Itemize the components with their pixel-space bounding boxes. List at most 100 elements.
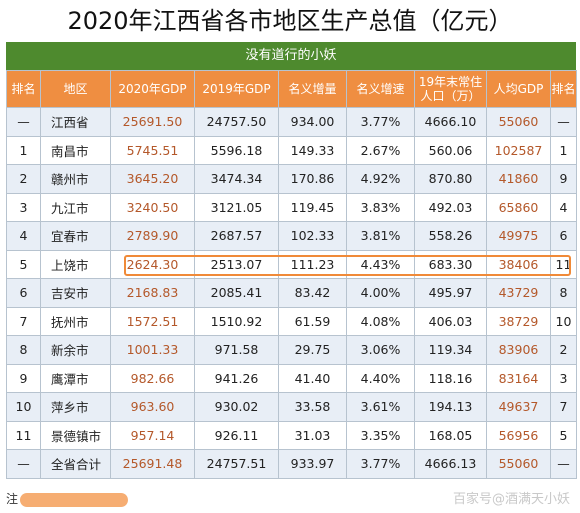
- cell-gdp-2019: 2513.07: [194, 249, 279, 279]
- cell-rank: 4: [6, 221, 41, 251]
- header-gdp-2019: 2019年GDP: [194, 70, 279, 108]
- cell-rank: 7: [6, 306, 41, 336]
- cell-per-capita-gdp: 55060: [486, 107, 551, 137]
- cell-gdp-2020: 2168.83: [110, 278, 195, 308]
- cell-rank: 10: [6, 392, 41, 422]
- cell-per-capita-gdp: 83906: [486, 335, 551, 365]
- cell-population: 4666.13: [414, 449, 487, 479]
- cell-nominal-increase: 934.00: [278, 107, 347, 137]
- cell-nominal-increase: 111.23: [278, 249, 347, 279]
- cell-gdp-2019: 24757.51: [194, 449, 279, 479]
- table-row: 4 宜春市 2789.90 2687.57 102.33 3.81% 558.26 49975…: [6, 221, 577, 251]
- cell-region: 上饶市: [40, 249, 111, 279]
- cell-population: 683.30: [414, 249, 487, 279]
- cell-population: 560.06: [414, 135, 487, 165]
- cell-per-capita-gdp: 49637: [486, 392, 551, 422]
- cell-gdp-2019: 930.02: [194, 392, 279, 422]
- table-row: 11 景德镇市 957.14 926.11 31.03 3.35% 168.05 56956 5: [6, 420, 577, 450]
- cell-nominal-growth: 4.92%: [346, 164, 415, 194]
- redaction-mark: [20, 493, 128, 507]
- cell-gdp-2020: 957.14: [110, 420, 195, 450]
- cell-per-capita-rank: 8: [550, 278, 577, 308]
- table-row: 5 上饶市 2624.30 2513.07 111.23 4.43% 683.30 38406…: [6, 249, 577, 279]
- cell-rank: 2: [6, 164, 41, 194]
- cell-nominal-growth: 3.83%: [346, 192, 415, 222]
- cell-per-capita-gdp: 41860: [486, 164, 551, 194]
- cell-per-capita-gdp: 55060: [486, 449, 551, 479]
- header-region: 地区: [40, 70, 111, 108]
- cell-nominal-growth: 2.67%: [346, 135, 415, 165]
- cell-rank: —: [6, 107, 41, 137]
- cell-population: 118.16: [414, 363, 487, 393]
- cell-rank: —: [6, 449, 41, 479]
- table-row: — 江西省 25691.50 24757.50 934.00 3.77% 4666.10 55…: [6, 107, 577, 137]
- cell-region: 吉安市: [40, 278, 111, 308]
- cell-nominal-increase: 83.42: [278, 278, 347, 308]
- cell-per-capita-rank: 3: [550, 363, 577, 393]
- cell-gdp-2019: 971.58: [194, 335, 279, 365]
- cell-gdp-2019: 941.26: [194, 363, 279, 393]
- cell-gdp-2020: 1001.33: [110, 335, 195, 365]
- cell-per-capita-gdp: 38406: [486, 249, 551, 279]
- cell-rank: 5: [6, 249, 41, 279]
- cell-gdp-2019: 1510.92: [194, 306, 279, 336]
- cell-gdp-2020: 25691.50: [110, 107, 195, 137]
- cell-per-capita-gdp: 83164: [486, 363, 551, 393]
- cell-nominal-growth: 3.81%: [346, 221, 415, 251]
- watermark: 百家号@酒满天小妖: [452, 492, 570, 507]
- table-row: 2 赣州市 3645.20 3474.34 170.86 4.92% 870.80 41860…: [6, 164, 577, 194]
- cell-population: 194.13: [414, 392, 487, 422]
- cell-nominal-increase: 170.86: [278, 164, 347, 194]
- cell-population: 406.03: [414, 306, 487, 336]
- cell-gdp-2019: 5596.18: [194, 135, 279, 165]
- cell-rank: 9: [6, 363, 41, 393]
- header-nominal-growth: 名义增速: [346, 70, 415, 108]
- header-rank: 排名: [6, 70, 41, 108]
- cell-per-capita-gdp: 49975: [486, 221, 551, 251]
- table-row: 8 新余市 1001.33 971.58 29.75 3.06% 119.34 83906 2: [6, 335, 577, 365]
- cell-gdp-2019: 926.11: [194, 420, 279, 450]
- cell-per-capita-gdp: 43729: [486, 278, 551, 308]
- cell-region: 九江市: [40, 192, 111, 222]
- cell-per-capita-rank: 5: [550, 420, 577, 450]
- cell-gdp-2020: 2789.90: [110, 221, 195, 251]
- cell-nominal-increase: 61.59: [278, 306, 347, 336]
- cell-gdp-2019: 3474.34: [194, 164, 279, 194]
- cell-region: 宜春市: [40, 221, 111, 251]
- cell-gdp-2020: 963.60: [110, 392, 195, 422]
- header-per-capita-rank: 排名: [550, 70, 577, 108]
- cell-nominal-increase: 29.75: [278, 335, 347, 365]
- table-header-row: 排名 地区 2020年GDP 2019年GDP 名义增量 名义增速 19年末常住…: [6, 70, 577, 108]
- table-row: — 全省合计 25691.48 24757.51 933.97 3.77% 4666.13 5…: [6, 449, 577, 479]
- page-title: 2020年江西省各市地区生产总值（亿元）: [67, 7, 513, 35]
- cell-region: 赣州市: [40, 164, 111, 194]
- cell-nominal-increase: 31.03: [278, 420, 347, 450]
- cell-region: 鹰潭市: [40, 363, 111, 393]
- cell-per-capita-rank: 4: [550, 192, 577, 222]
- cell-per-capita-gdp: 38729: [486, 306, 551, 336]
- cell-gdp-2019: 2687.57: [194, 221, 279, 251]
- cell-nominal-increase: 33.58: [278, 392, 347, 422]
- table-row: 3 九江市 3240.50 3121.05 119.45 3.83% 492.03 65860…: [6, 192, 577, 222]
- cell-population: 4666.10: [414, 107, 487, 137]
- table-row: 1 南昌市 5745.51 5596.18 149.33 2.67% 560.06 10258…: [6, 135, 577, 165]
- cell-gdp-2019: 24757.50: [194, 107, 279, 137]
- table-row: 9 鹰潭市 982.66 941.26 41.40 4.40% 118.16 83164 3: [6, 363, 577, 393]
- cell-nominal-increase: 119.45: [278, 192, 347, 222]
- cell-population: 558.26: [414, 221, 487, 251]
- cell-nominal-growth: 3.61%: [346, 392, 415, 422]
- cell-rank: 11: [6, 420, 41, 450]
- cell-region: 全省合计: [40, 449, 111, 479]
- cell-per-capita-gdp: 65860: [486, 192, 551, 222]
- cell-nominal-increase: 41.40: [278, 363, 347, 393]
- subtitle-banner: 没有道行的小妖: [6, 42, 576, 70]
- cell-per-capita-rank: —: [550, 107, 577, 137]
- cell-per-capita-rank: 6: [550, 221, 577, 251]
- cell-population: 119.34: [414, 335, 487, 365]
- cell-nominal-growth: 3.77%: [346, 449, 415, 479]
- cell-nominal-growth: 4.40%: [346, 363, 415, 393]
- cell-region: 抚州市: [40, 306, 111, 336]
- cell-nominal-growth: 3.77%: [346, 107, 415, 137]
- cell-per-capita-gdp: 56956: [486, 420, 551, 450]
- cell-nominal-growth: 3.35%: [346, 420, 415, 450]
